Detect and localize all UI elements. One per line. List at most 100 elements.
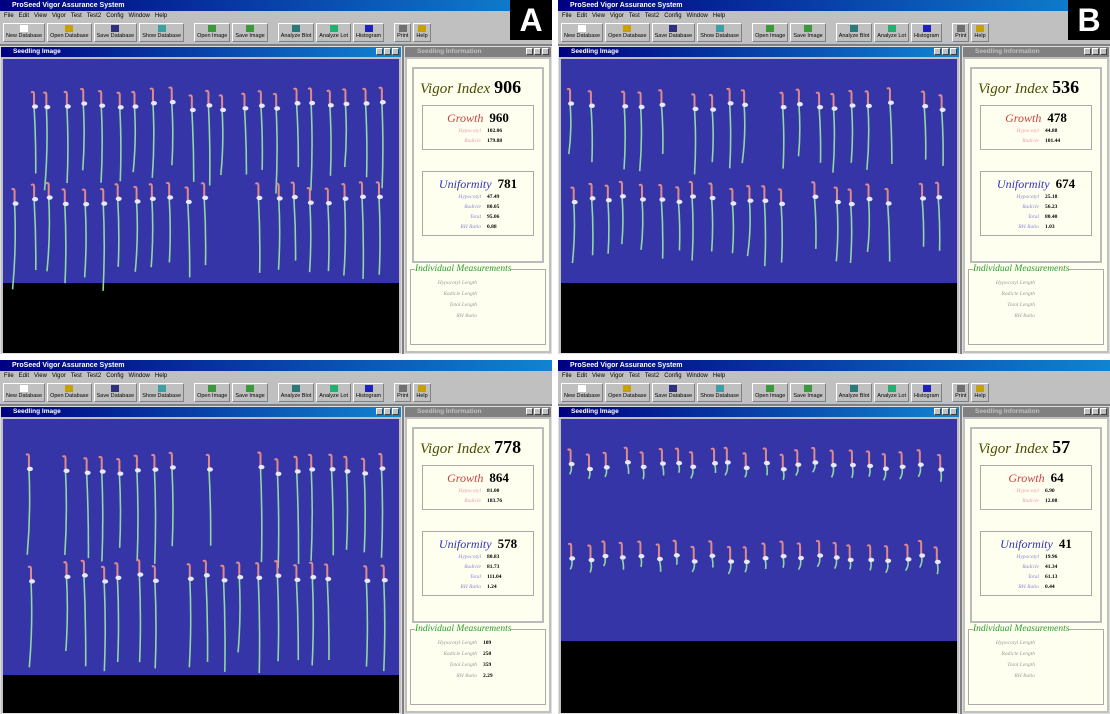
- toolbar-button[interactable]: Open Image: [194, 23, 231, 42]
- menu-item[interactable]: View: [34, 373, 47, 379]
- menu-item[interactable]: Test2: [644, 13, 660, 19]
- toolbar-button[interactable]: Save Image: [232, 23, 268, 42]
- menu-item[interactable]: Test2: [644, 373, 660, 379]
- window-button[interactable]: [384, 48, 391, 55]
- menu-item[interactable]: Config: [664, 373, 682, 379]
- menu-item[interactable]: Test: [628, 373, 640, 379]
- toolbar-button[interactable]: Help: [971, 23, 989, 42]
- window-button[interactable]: [542, 408, 549, 415]
- window-button[interactable]: [950, 408, 957, 415]
- menu-item[interactable]: Config: [106, 373, 124, 379]
- menu-item[interactable]: Window: [128, 13, 150, 19]
- window-button[interactable]: [392, 408, 399, 415]
- menu-item[interactable]: Edit: [576, 373, 588, 379]
- toolbar-button[interactable]: Analyze Lot: [316, 23, 352, 42]
- toolbar-button[interactable]: Save Database: [651, 383, 696, 402]
- menu-item[interactable]: Window: [128, 373, 150, 379]
- menu-item[interactable]: Help: [712, 373, 726, 379]
- menu-item[interactable]: View: [34, 13, 47, 19]
- menu-item[interactable]: View: [592, 373, 605, 379]
- toolbar-button[interactable]: Print: [394, 23, 412, 42]
- toolbar-button[interactable]: Help: [971, 383, 989, 402]
- menu-item[interactable]: Edit: [18, 13, 30, 19]
- menu-item[interactable]: Config: [106, 13, 124, 19]
- toolbar-button[interactable]: Show Database: [139, 23, 185, 42]
- toolbar-button[interactable]: Open Database: [47, 23, 92, 42]
- window-button[interactable]: [1084, 408, 1091, 415]
- menu-item[interactable]: Help: [154, 373, 168, 379]
- menu-item[interactable]: Vigor: [51, 373, 66, 379]
- menu-item[interactable]: Vigor: [609, 13, 624, 19]
- toolbar-button[interactable]: Open Image: [752, 23, 789, 42]
- toolbar-button[interactable]: Help: [413, 383, 431, 402]
- menu-item[interactable]: Vigor: [51, 13, 66, 19]
- toolbar-button[interactable]: Open Image: [194, 383, 231, 402]
- menu-item[interactable]: File: [562, 13, 572, 19]
- toolbar-button[interactable]: Save Database: [93, 383, 138, 402]
- toolbar-button[interactable]: Print: [952, 23, 970, 42]
- toolbar-button[interactable]: New Database: [3, 23, 46, 42]
- toolbar-button[interactable]: Save Image: [790, 383, 826, 402]
- toolbar-button[interactable]: Histogram: [353, 383, 385, 402]
- window-button[interactable]: [1100, 408, 1107, 415]
- toolbar-button[interactable]: Analyze Lot: [874, 23, 910, 42]
- menu-item[interactable]: File: [4, 373, 14, 379]
- window-button[interactable]: [942, 48, 949, 55]
- toolbar-button[interactable]: Save Image: [232, 383, 268, 402]
- menu-item[interactable]: File: [4, 13, 14, 19]
- window-button[interactable]: [934, 408, 941, 415]
- menu-item[interactable]: Edit: [18, 373, 30, 379]
- window-button[interactable]: [376, 408, 383, 415]
- menu-item[interactable]: Window: [686, 373, 708, 379]
- window-button[interactable]: [376, 48, 383, 55]
- toolbar-button[interactable]: Show Database: [697, 383, 743, 402]
- menu-item[interactable]: Test2: [86, 373, 102, 379]
- toolbar-button[interactable]: Histogram: [911, 383, 943, 402]
- window-button[interactable]: [526, 408, 533, 415]
- toolbar-button[interactable]: Save Database: [651, 23, 696, 42]
- menu-item[interactable]: Test2: [86, 13, 102, 19]
- toolbar-button[interactable]: Show Database: [697, 23, 743, 42]
- window-button[interactable]: [384, 408, 391, 415]
- menu-item[interactable]: Help: [154, 13, 168, 19]
- toolbar-button[interactable]: Show Database: [139, 383, 185, 402]
- toolbar-button[interactable]: New Database: [561, 23, 604, 42]
- toolbar-button[interactable]: Help: [413, 23, 431, 42]
- window-button[interactable]: [1092, 408, 1099, 415]
- toolbar-button[interactable]: Analyze Blot: [277, 383, 315, 402]
- toolbar-button[interactable]: Analyze Lot: [874, 383, 910, 402]
- menu-item[interactable]: File: [562, 373, 572, 379]
- toolbar-button[interactable]: New Database: [3, 383, 46, 402]
- toolbar-button[interactable]: Save Database: [93, 23, 138, 42]
- window-button[interactable]: [526, 48, 533, 55]
- menu-item[interactable]: Test: [70, 13, 82, 19]
- window-button[interactable]: [934, 48, 941, 55]
- window-button[interactable]: [1100, 48, 1107, 55]
- menu-item[interactable]: Test: [70, 373, 82, 379]
- toolbar-button[interactable]: Analyze Blot: [277, 23, 315, 42]
- menu-item[interactable]: Edit: [576, 13, 588, 19]
- toolbar-button[interactable]: Save Image: [790, 23, 826, 42]
- toolbar-button[interactable]: Analyze Blot: [835, 23, 873, 42]
- toolbar-button[interactable]: Print: [952, 383, 970, 402]
- toolbar-button[interactable]: Histogram: [911, 23, 943, 42]
- toolbar-button[interactable]: Histogram: [353, 23, 385, 42]
- window-button[interactable]: [942, 408, 949, 415]
- toolbar-button[interactable]: Open Database: [605, 383, 650, 402]
- window-button[interactable]: [1092, 48, 1099, 55]
- menu-item[interactable]: Config: [664, 13, 682, 19]
- window-button[interactable]: [1084, 48, 1091, 55]
- toolbar-button[interactable]: New Database: [561, 383, 604, 402]
- toolbar-button[interactable]: Open Database: [605, 23, 650, 42]
- menu-item[interactable]: Test: [628, 13, 640, 19]
- menu-item[interactable]: Help: [712, 13, 726, 19]
- toolbar-button[interactable]: Analyze Lot: [316, 383, 352, 402]
- toolbar-button[interactable]: Print: [394, 383, 412, 402]
- toolbar-button[interactable]: Analyze Blot: [835, 383, 873, 402]
- window-button[interactable]: [534, 408, 541, 415]
- toolbar-button[interactable]: Open Image: [752, 383, 789, 402]
- toolbar-button[interactable]: Open Database: [47, 383, 92, 402]
- menu-item[interactable]: Window: [686, 13, 708, 19]
- menu-item[interactable]: Vigor: [609, 373, 624, 379]
- menu-item[interactable]: View: [592, 13, 605, 19]
